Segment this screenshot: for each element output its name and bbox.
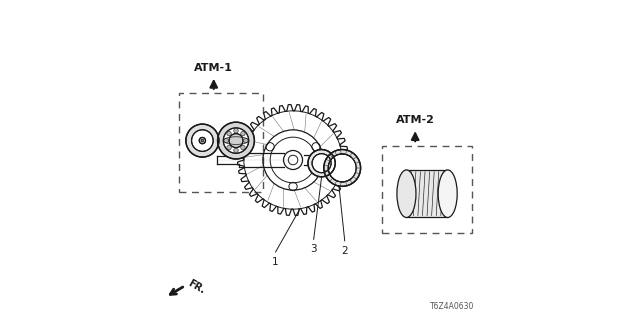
Text: ATM-2: ATM-2	[396, 115, 435, 125]
Circle shape	[234, 129, 238, 133]
Ellipse shape	[397, 170, 416, 218]
Circle shape	[312, 154, 331, 173]
Text: 1: 1	[272, 257, 279, 267]
Circle shape	[191, 130, 213, 151]
Circle shape	[224, 138, 228, 143]
Text: ATM-1: ATM-1	[195, 63, 233, 73]
Circle shape	[186, 124, 219, 157]
Circle shape	[229, 134, 243, 148]
Circle shape	[324, 149, 360, 186]
Circle shape	[241, 145, 245, 150]
Circle shape	[244, 138, 248, 143]
Bar	[179, 93, 263, 192]
Circle shape	[218, 122, 254, 159]
Circle shape	[223, 128, 249, 153]
Ellipse shape	[438, 170, 457, 218]
Circle shape	[308, 149, 335, 177]
Circle shape	[328, 154, 356, 182]
Circle shape	[201, 139, 204, 142]
Circle shape	[199, 137, 205, 144]
Text: 3: 3	[310, 244, 317, 254]
Text: FR.: FR.	[186, 278, 207, 295]
Circle shape	[241, 132, 245, 136]
Circle shape	[234, 148, 238, 153]
Bar	[406, 170, 448, 218]
Circle shape	[227, 132, 231, 136]
Circle shape	[227, 145, 231, 150]
Text: 2: 2	[341, 246, 348, 256]
Text: T6Z4A0630: T6Z4A0630	[429, 302, 474, 311]
Bar	[382, 146, 472, 233]
